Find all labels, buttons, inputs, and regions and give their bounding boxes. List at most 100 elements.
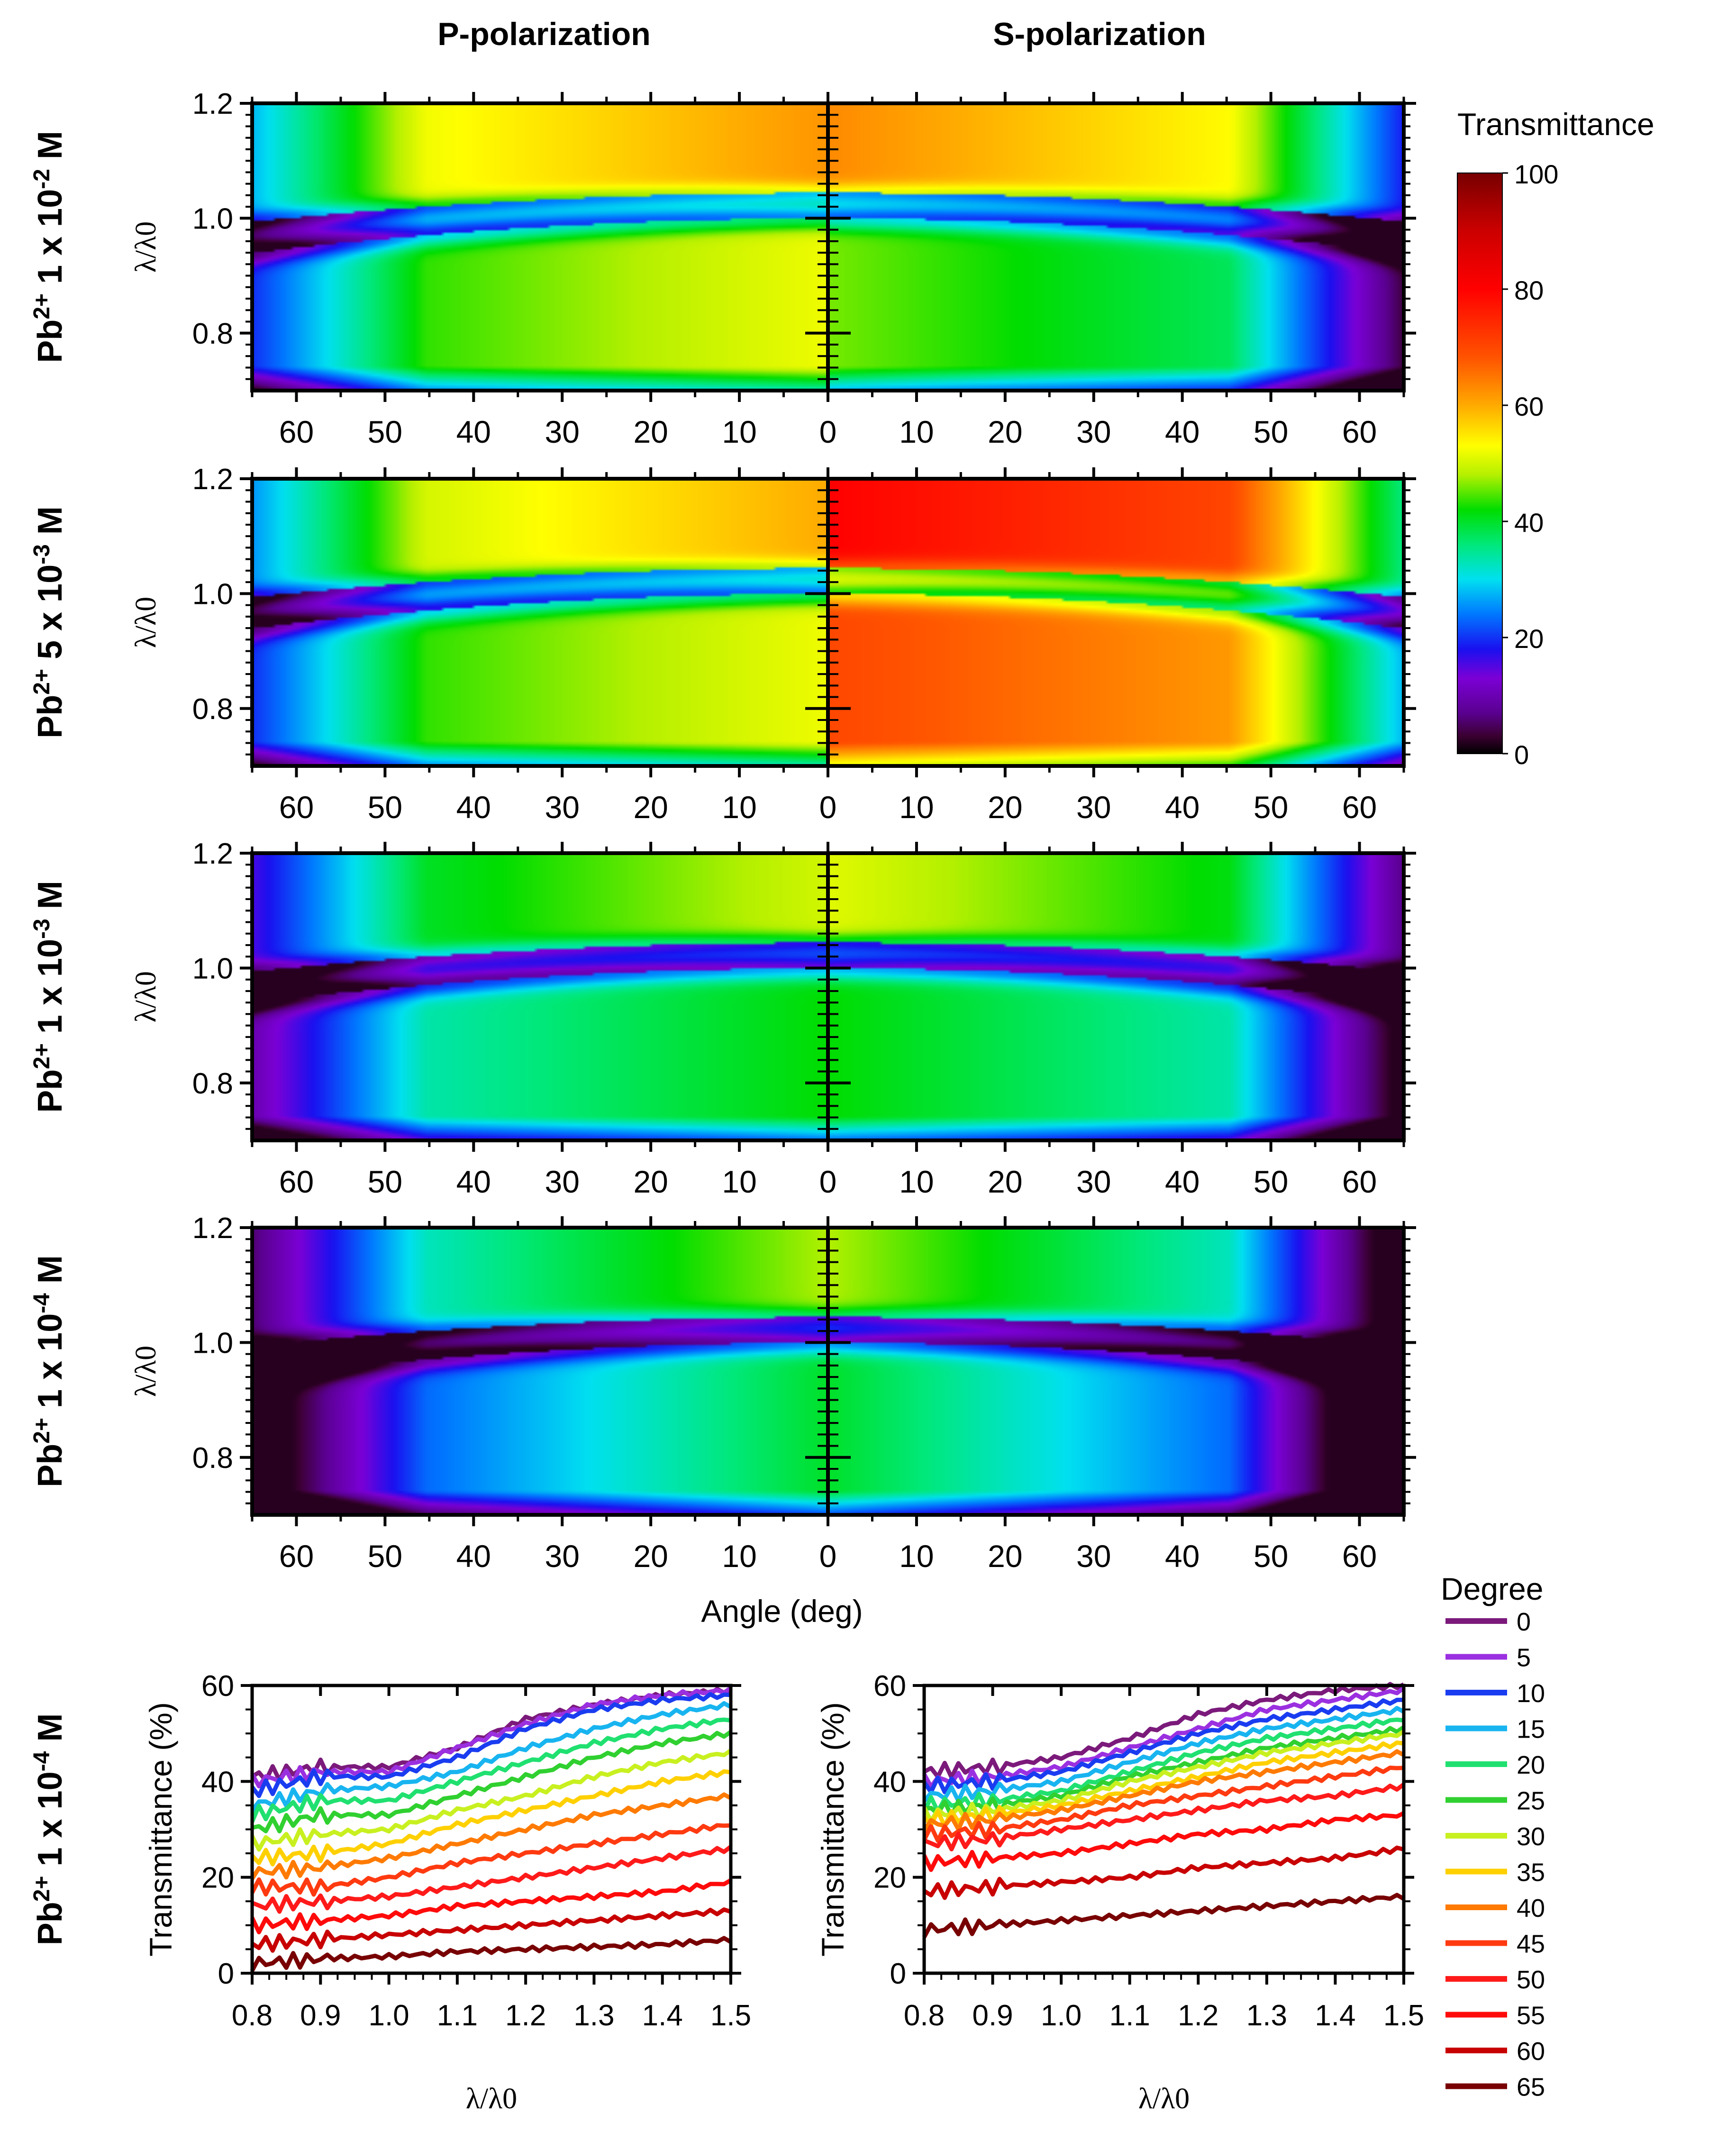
colorbar-ticks: 0 20 40 60 80 100 <box>1502 159 1558 770</box>
legend-label-30: 30 <box>1517 1822 1545 1851</box>
x-tick-label: 40 <box>456 414 491 449</box>
x-tick-label: 1.3 <box>1246 1999 1287 2032</box>
series-line-65 <box>922 1893 1405 1939</box>
y-tick-label: 40 <box>873 1766 906 1798</box>
y-tick-label: 0.8 <box>192 318 233 350</box>
p-polarization-title: P-polarization <box>437 16 651 52</box>
legend-label-20: 20 <box>1517 1751 1545 1779</box>
row-label-mid: 1 x 10 <box>31 1771 69 1876</box>
x-tick-label: 0.9 <box>300 1999 341 2032</box>
colorbar-tick-label-2: 40 <box>1514 508 1544 538</box>
x-tick-label: 60 <box>279 790 314 825</box>
legend-label-5: 5 <box>1517 1644 1531 1672</box>
row-label-sup: -3 <box>29 544 55 565</box>
series-line-20 <box>250 1717 731 1823</box>
x-tick-label: 0 <box>819 1164 837 1199</box>
series-line-25 <box>924 1725 1405 1818</box>
x-tick-label: 20 <box>633 1539 668 1574</box>
y-tick-label: 0.8 <box>192 1067 233 1100</box>
x-tick-label: 10 <box>722 414 756 449</box>
y-tick-label: 60 <box>873 1670 906 1703</box>
heatmap-panel-2: 60 50 40 30 20 10 0 10 20 30 40 50 60 0.8 1.0 1.2 λ/λ0 Pb… <box>29 463 1416 825</box>
line-plot-p: 0.8 0.9 1.0 1.1 1.2 1.3 1.4 1.5 0 20 40 60 λ/λ0 Trans… <box>29 1670 752 2115</box>
row-label-sup: 2+ <box>29 293 55 319</box>
x-tick-label: 40 <box>456 790 491 825</box>
legend-label-25: 25 <box>1517 1787 1545 1815</box>
x-tick-label: 1.4 <box>1315 1999 1355 2032</box>
x-tick-label: 20 <box>988 414 1022 449</box>
series-line-30 <box>922 1729 1405 1823</box>
x-tick-label: 40 <box>456 1164 491 1199</box>
series-line-55 <box>250 1878 732 1934</box>
x-tick-label: 60 <box>1342 1164 1377 1199</box>
x-tick-label: 50 <box>1254 790 1288 825</box>
series-line-30 <box>250 1749 732 1852</box>
legend-label-60: 60 <box>1517 2037 1545 2066</box>
x-tick-label: 0.9 <box>972 1999 1013 2032</box>
legend-label-40: 40 <box>1517 1894 1545 1922</box>
row-label-end: M <box>31 881 69 919</box>
x-tick-label: 30 <box>1076 790 1111 825</box>
series-line-55 <box>922 1811 1405 1872</box>
x-tick-label: 0.8 <box>904 1999 945 2032</box>
x-tick-label: 50 <box>368 414 402 449</box>
y-axis-label: λ/λ0 <box>130 597 162 648</box>
y-tick-label: 60 <box>201 1670 234 1703</box>
x-tick-label: 40 <box>1165 1164 1200 1199</box>
y-tick-label: 1.2 <box>192 838 233 870</box>
row-label-sup: -3 <box>29 919 55 939</box>
y-axis-label: λ/λ0 <box>130 221 162 273</box>
colorbar-tick-label-4: 80 <box>1514 275 1544 305</box>
row-label: Pb2+ 1 x 10-2 M <box>29 131 70 363</box>
x-tick-label: 20 <box>988 1539 1022 1574</box>
x-axis-label: λ/λ0 <box>466 2083 517 2115</box>
series-line-35 <box>922 1740 1404 1828</box>
heatmap-panel-3: 60 50 40 30 20 10 0 10 20 30 40 50 60 0.8 1.0 1.2 λ/λ0 Pb… <box>29 838 1416 1199</box>
series-line-65 <box>250 1936 732 1972</box>
series-line-40 <box>250 1792 732 1880</box>
row-label-sup: -2 <box>29 169 55 189</box>
x-tick-label: 50 <box>1254 1164 1288 1199</box>
x-tick-label: 40 <box>1165 414 1200 449</box>
row-label-sup: 2+ <box>29 1876 55 1902</box>
x-tick-label: 50 <box>368 1164 402 1199</box>
x-tick-label: 1.5 <box>710 1999 751 2032</box>
legend-label-0: 0 <box>1517 1608 1531 1636</box>
row-label-sup: -4 <box>29 1751 55 1771</box>
y-tick-label: 1.2 <box>192 463 233 496</box>
row-label-mid: 5 x 10 <box>31 565 69 669</box>
x-tick-label: 60 <box>279 1164 314 1199</box>
row-label-main: Pb <box>31 1069 69 1113</box>
x-tick-label: 10 <box>899 1164 934 1199</box>
colorbar-tick-label-5: 100 <box>1514 159 1558 189</box>
line-plot-s: 0.8 0.9 1.0 1.1 1.2 1.3 1.4 1.5 0 20 40 60 λ/λ0 Trans… <box>815 1670 1424 2115</box>
x-tick-label: 50 <box>368 1539 402 1574</box>
row-label-mid: 1 x 10 <box>31 939 69 1043</box>
y-tick-label: 20 <box>201 1862 234 1895</box>
y-tick-label: 1.0 <box>192 952 233 985</box>
y-tick-label: 1.2 <box>192 1212 233 1245</box>
x-tick-label: 0.8 <box>232 1999 273 2032</box>
y-tick-label: 0.8 <box>192 1442 233 1475</box>
y-tick-label: 1.0 <box>192 202 233 235</box>
row-label-end: M <box>31 131 69 169</box>
x-tick-label: 10 <box>722 790 756 825</box>
row-label: Pb2+ 1 x 10-3 M <box>29 881 70 1113</box>
series-line-5 <box>250 1686 732 1789</box>
y-tick-label: 20 <box>873 1862 906 1895</box>
row-label-main: Pb <box>31 319 69 363</box>
x-tick-label: 20 <box>988 1164 1022 1199</box>
row-label-main: Pb <box>31 1444 69 1487</box>
row-label-end: M <box>31 1713 69 1751</box>
row-label-sup: 2+ <box>29 1418 55 1444</box>
y-tick-label: 0.8 <box>192 693 233 726</box>
colorbar-scale <box>1457 173 1503 754</box>
x-tick-label: 60 <box>1342 790 1377 825</box>
colorbar-tick-label-3: 60 <box>1514 392 1544 421</box>
y-axis-label: λ/λ0 <box>130 1346 162 1397</box>
row-label-main: Pb <box>31 695 69 738</box>
row-label: Pb2+ 1 x 10-4 M <box>29 1255 70 1487</box>
row-label: Pb2+ 1 x 10-4 M <box>29 1713 70 1946</box>
x-tick-label: 0 <box>819 790 837 825</box>
